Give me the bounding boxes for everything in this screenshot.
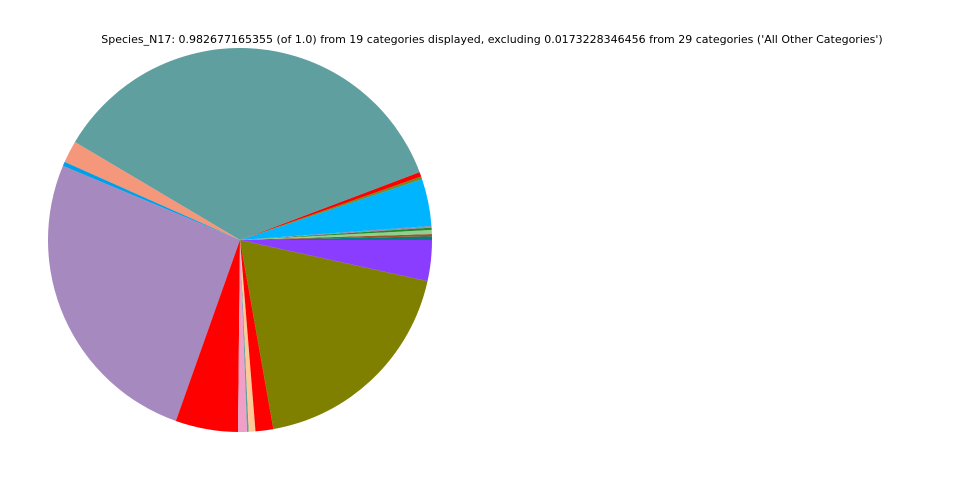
pie-slice-1 — [240, 233, 432, 240]
pie-slice-13 — [237, 240, 248, 432]
pie-slice-17 — [240, 240, 428, 430]
pie-slice-8 — [74, 47, 420, 240]
pie-slice-10 — [62, 161, 240, 240]
pie-slice-12 — [175, 240, 240, 432]
pie-slice-5 — [240, 179, 432, 240]
pie-slice-6 — [240, 176, 423, 240]
pie-slice-7 — [240, 172, 422, 240]
pie-slice-3 — [240, 227, 432, 240]
pie-slice-2 — [240, 229, 432, 240]
pie-slice-0 — [240, 236, 432, 240]
pie-slice-15 — [240, 240, 256, 432]
pie-slice-14 — [240, 240, 249, 432]
pie-slice-11 — [47, 165, 241, 421]
chart-title: Species_N17: 0.982677165355 (of 1.0) fro… — [101, 33, 883, 46]
pie-slice-4 — [240, 225, 432, 240]
pie-slice-18 — [240, 240, 432, 282]
pie-slice-9 — [64, 141, 240, 240]
pie-slice-16 — [240, 240, 274, 432]
